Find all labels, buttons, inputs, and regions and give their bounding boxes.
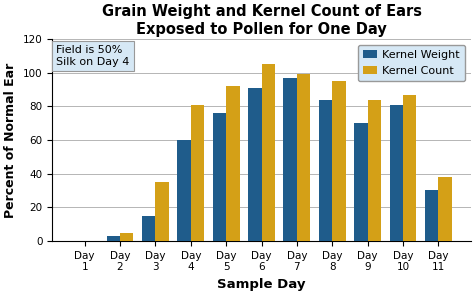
Bar bbox=[248, 88, 262, 241]
Bar bbox=[213, 113, 226, 241]
Text: Field is 50%
Silk on Day 4: Field is 50% Silk on Day 4 bbox=[57, 45, 130, 67]
Bar bbox=[438, 177, 452, 241]
Bar bbox=[284, 78, 297, 241]
Bar bbox=[425, 191, 438, 241]
Bar bbox=[106, 236, 120, 241]
Bar bbox=[332, 81, 346, 241]
Bar bbox=[177, 140, 191, 241]
Bar bbox=[226, 86, 239, 241]
Bar bbox=[142, 216, 155, 241]
Bar bbox=[120, 232, 133, 241]
Bar bbox=[262, 64, 275, 241]
Bar bbox=[297, 74, 310, 241]
Bar bbox=[354, 123, 368, 241]
Y-axis label: Percent of Normal Ear: Percent of Normal Ear bbox=[4, 63, 17, 218]
Bar bbox=[191, 105, 204, 241]
Title: Grain Weight and Kernel Count of Ears
Exposed to Pollen for One Day: Grain Weight and Kernel Count of Ears Ex… bbox=[102, 4, 421, 37]
X-axis label: Sample Day: Sample Day bbox=[217, 278, 306, 291]
Bar bbox=[155, 182, 169, 241]
Bar bbox=[390, 105, 403, 241]
Bar bbox=[368, 100, 381, 241]
Bar bbox=[403, 95, 417, 241]
Bar bbox=[319, 100, 332, 241]
Legend: Kernel Weight, Kernel Count: Kernel Weight, Kernel Count bbox=[358, 45, 466, 81]
